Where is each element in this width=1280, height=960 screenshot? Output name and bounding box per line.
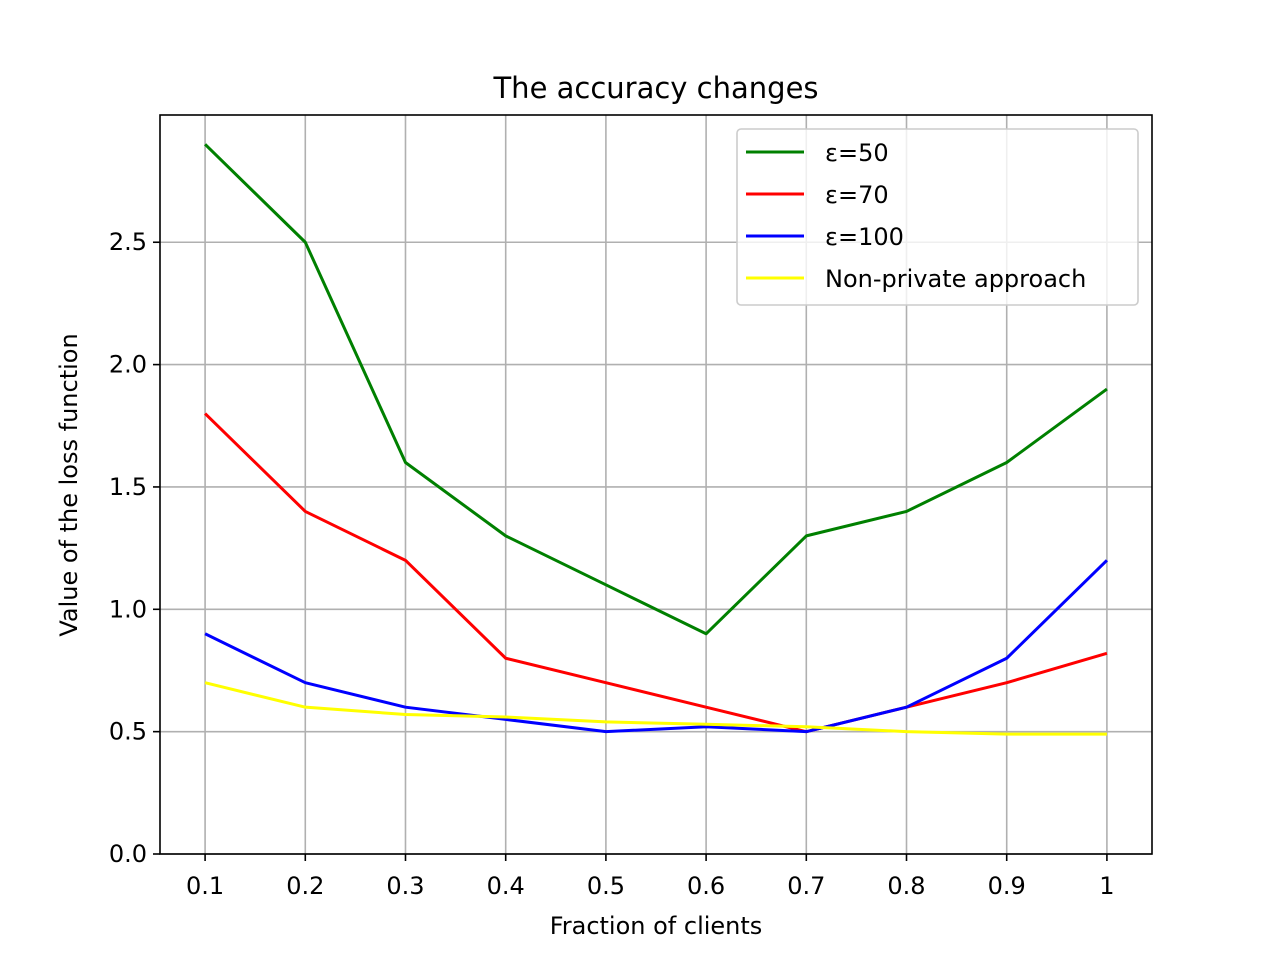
- series-line-1: [204, 143, 1108, 636]
- y-tick-label: 1.5: [109, 473, 147, 501]
- chart-title: The accuracy changes: [492, 71, 818, 105]
- x-tick-label: 0.6: [687, 872, 725, 900]
- plot-frame: [159, 114, 1153, 855]
- y-axis-label: Value of the loss function: [55, 333, 83, 636]
- x-tick-label: 0.7: [787, 872, 825, 900]
- y-tick-label: 0.5: [109, 718, 147, 746]
- y-tick-label: 2.5: [109, 228, 147, 256]
- legend-box: [736, 128, 1139, 306]
- x-tick-label: 0.2: [286, 872, 324, 900]
- y-tick-label: 2.0: [109, 351, 147, 379]
- x-tick-label: 0.1: [186, 872, 224, 900]
- y-tick-label: 1.0: [109, 595, 147, 623]
- x-tick-label: 0.3: [386, 872, 424, 900]
- legend-label: ε=70: [825, 181, 889, 209]
- x-tick-label: 0.8: [887, 872, 925, 900]
- legend-label: ε=100: [825, 223, 904, 251]
- series-lines: [204, 143, 1108, 736]
- x-tick-label: 1: [1099, 872, 1114, 900]
- series-line-2: [204, 412, 1108, 734]
- legend: ε=50 ε=70 ε=100 Non-private approach: [736, 128, 1139, 306]
- legend-label: Non-private approach: [825, 265, 1086, 293]
- legend-label: ε=50: [825, 139, 889, 167]
- x-tick-label: 0.5: [587, 872, 625, 900]
- axis-ticks: 0.1 0.2 0.3 0.4 0.5 0.6 0.7 0.8 0.9 1 0.0 0.5 1.0 1.5…: [109, 228, 1115, 900]
- y-tick-label: 0.0: [109, 840, 147, 868]
- x-tick-label: 0.4: [487, 872, 525, 900]
- series-line-3: [204, 559, 1108, 734]
- x-axis-label: Fraction of clients: [550, 912, 763, 940]
- series-line-4: [204, 681, 1107, 736]
- x-tick-label: 0.9: [988, 872, 1026, 900]
